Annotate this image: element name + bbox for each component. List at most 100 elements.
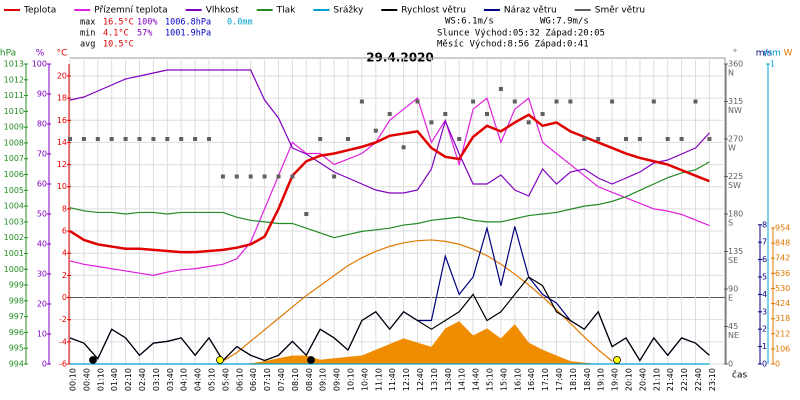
direction-dot [540,112,545,116]
x-tick-label: 18:10 [569,368,578,391]
x-tick-label: 13:40 [444,368,453,391]
legend-label: Přízemní teplota [94,6,167,16]
direction-dot [457,137,462,141]
direction-dot [596,137,601,141]
y-tick-label: 0 [762,360,767,369]
series-line [69,113,710,254]
direction-label: NW [728,106,742,115]
x-tick-label: 06:10 [235,368,244,391]
stat-value: 10.5°C [103,40,134,50]
y-tick-label: 954 [775,223,790,232]
event-marker [216,356,224,364]
direction-dot [526,120,531,125]
x-tick-label: 13:10 [430,368,439,391]
y-tick-label: 1013 [4,60,24,69]
y-tick-label: 100 [32,60,47,69]
axis-label: ° [733,49,738,59]
direction-label: S [728,219,733,228]
y-tick-label: 70 [37,150,47,159]
direction-dot [81,137,86,141]
y-tick-label: 636 [775,269,790,278]
y-tick-label: 995 [9,344,24,353]
y-tick-label: 4 [762,290,767,299]
y-tick-label: 742 [775,254,790,263]
stat-value: avg [80,40,95,50]
series-line [69,69,710,197]
sun-path [222,239,613,362]
x-tick-label: 03:10 [152,368,161,391]
y-tick-label: 10 [37,330,47,339]
y-tick-label: 848 [775,239,790,248]
direction-dot [304,212,309,216]
x-tick-label: 23:10 [708,368,717,391]
y-tick-label: 50 [37,210,47,219]
y-tick-label: 997 [9,312,24,321]
direction-dot [693,99,698,104]
direction-dot [665,137,670,141]
direction-dot [193,137,198,141]
y-tick-label: 30 [37,270,47,279]
x-tick-label: 21:40 [666,368,675,391]
x-tick-label: 08:40 [305,368,314,391]
direction-dot [332,174,337,179]
direction-dot [151,137,156,141]
axis-label: m/s [756,49,773,59]
y-tick-label: 1000 [4,265,24,274]
radiation-area [70,321,710,364]
y-tick-label: 999 [9,281,24,290]
x-tick-label: 07:10 [263,368,272,391]
direction-dot [498,87,503,91]
y-tick-label: 1 [770,60,775,69]
direction-dot [262,174,267,179]
y-tick-label: 318 [775,314,790,323]
direction-dot [443,112,448,116]
x-tick-label: 19:10 [597,368,606,391]
x-tick-label: 15:40 [499,368,508,391]
wind-speed: WS:6.1m/s [445,17,494,27]
stat-value: 57% [137,29,152,39]
direction-dot [401,145,406,150]
y-tick-label: 1010 [4,107,24,116]
y-tick-label: 6 [62,227,67,236]
x-tick-label: 06:40 [249,368,258,391]
x-tick-label: 04:40 [194,368,203,391]
legend-label: Vlhkost [206,6,239,16]
direction-dot [346,137,350,141]
x-tick-label: 02:40 [138,368,147,391]
direction-dot [165,137,170,141]
x-tick-label: 17:40 [555,368,564,391]
stat-value: 16.5°C [103,18,134,28]
x-tick-label: 11:10 [374,368,383,391]
y-tick-label: 212 [775,329,790,338]
event-marker [89,356,97,364]
y-tick-label: 0 [775,360,780,369]
x-tick-label: 22:40 [694,368,703,391]
direction-dot [471,99,476,104]
direction-dot [179,137,184,141]
direction-dot [373,128,378,133]
x-tick-label: 00:10 [69,368,78,391]
y-tick-label: 1 [762,342,767,351]
y-tick-label: 45 [728,322,738,331]
y-tick-label: 4 [62,249,67,258]
y-tick-label: 1001 [4,249,24,258]
legend-label: Náraz větru [504,6,557,16]
y-tick-label: 1006 [4,170,24,179]
series-line [69,161,710,239]
y-tick-label: 12 [57,160,67,169]
x-tick-label: 12:10 [402,368,411,391]
y-tick-label: 14 [57,138,67,147]
y-tick-label: 315 [728,97,743,106]
stat-value: 1006.8hPa [165,18,211,28]
y-tick-label: 180 [728,210,743,219]
direction-label: N [728,69,734,78]
direction-dot [248,174,253,179]
x-tick-label: 20:40 [638,368,647,391]
x-tick-label: 02:10 [124,368,133,391]
y-tick-label: 1011 [4,91,24,100]
y-tick-label: -6 [59,360,67,369]
y-tick-label: 2 [762,325,767,334]
legend-label: Teplota [23,6,56,16]
x-tick-label: 20:10 [625,368,634,391]
